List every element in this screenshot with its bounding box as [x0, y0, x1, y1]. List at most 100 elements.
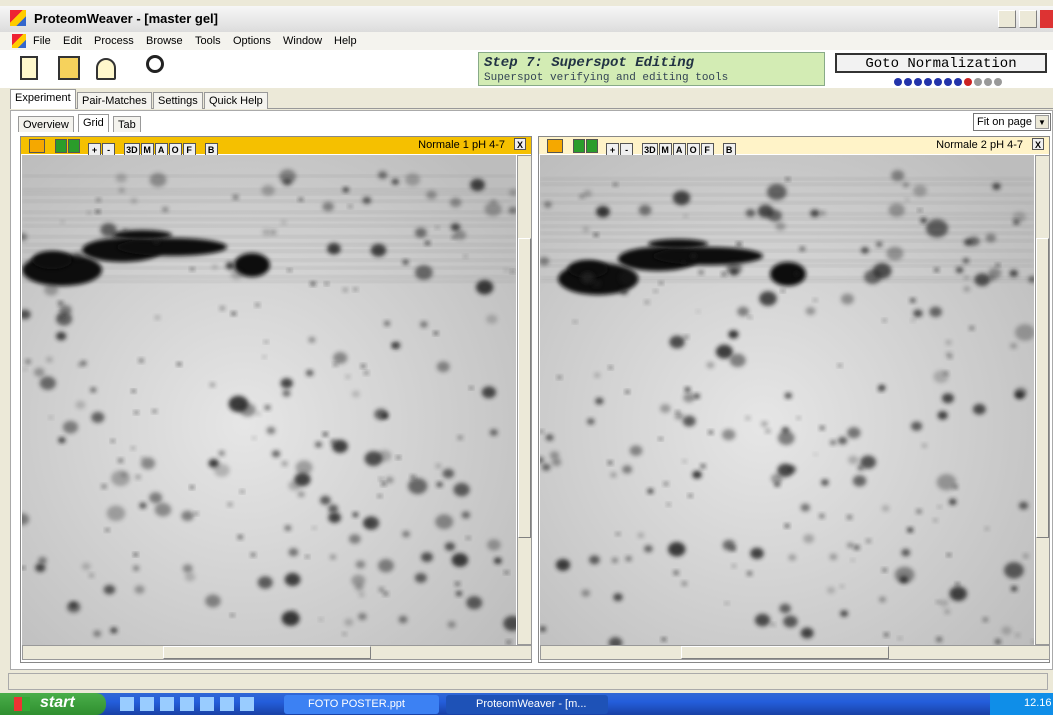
gel-spot: [87, 211, 91, 215]
gel-spot: [135, 475, 140, 480]
tab[interactable]: Settings: [153, 92, 203, 109]
menu-item[interactable]: Edit: [63, 35, 82, 47]
gel-spot: [466, 596, 482, 609]
dropdown-arrow[interactable]: ▼: [1035, 115, 1049, 129]
gel-spot: [90, 387, 96, 392]
scroll-thumb[interactable]: [1036, 238, 1049, 538]
v-scrollbar[interactable]: [1035, 155, 1050, 645]
goto-button[interactable]: Goto Normalization: [835, 53, 1047, 73]
gel-image: [22, 155, 516, 645]
panel-square[interactable]: [29, 139, 45, 153]
gel-spot: [435, 464, 441, 469]
scroll-thumb[interactable]: [518, 238, 531, 538]
restore[interactable]: [1019, 10, 1037, 28]
tool-icon[interactable]: [58, 56, 80, 80]
gel-spot: [343, 632, 347, 635]
nav-right[interactable]: [586, 139, 598, 153]
menu-item[interactable]: Options: [233, 35, 271, 47]
scroll-thumb[interactable]: [681, 646, 889, 659]
h-scrollbar[interactable]: [22, 645, 532, 660]
gel-spot: [550, 451, 560, 459]
gel-spot: [487, 539, 501, 550]
task-item[interactable]: FOTO POSTER.ppt: [284, 695, 439, 714]
gel-spot: [485, 202, 502, 216]
quick-launch[interactable]: [120, 697, 254, 711]
gel-spot: [768, 210, 782, 222]
menu-item[interactable]: Browse: [146, 35, 183, 47]
view-tab[interactable]: Tab: [113, 116, 141, 132]
tab[interactable]: Experiment: [10, 89, 76, 109]
gel-spot: [353, 288, 357, 291]
gel-spot: [32, 251, 72, 269]
nav-right[interactable]: [68, 139, 80, 153]
view-tab[interactable]: Grid: [78, 114, 109, 132]
gel-spot: [233, 195, 239, 200]
panel-close[interactable]: X: [514, 138, 526, 150]
menu-item[interactable]: Window: [283, 35, 322, 47]
panel-close[interactable]: X: [1032, 138, 1044, 150]
panel-square[interactable]: [547, 139, 563, 153]
gel-spot: [848, 456, 858, 465]
gel-spot: [96, 198, 101, 202]
search-icon[interactable]: [146, 55, 164, 73]
gel-spot: [830, 440, 836, 445]
gel-spot: [457, 435, 462, 440]
gel-spot: [325, 282, 329, 285]
gel-spot: [1010, 343, 1017, 349]
view-tab[interactable]: Overview: [18, 116, 74, 132]
gel-spot: [240, 490, 244, 493]
gel-spot: [648, 239, 708, 249]
gel-spot: [886, 246, 903, 260]
gel-spot: [556, 559, 570, 571]
gel-spot: [139, 503, 146, 509]
minimize[interactable]: [998, 10, 1016, 28]
gel-spot: [589, 555, 600, 564]
close-window[interactable]: [1040, 10, 1053, 28]
nav-left[interactable]: [573, 139, 585, 153]
menu-item[interactable]: Help: [334, 35, 357, 47]
task-item[interactable]: ProteomWeaver - [m...: [446, 695, 608, 714]
tool-icon[interactable]: [96, 58, 116, 80]
step-dot: [984, 78, 992, 86]
tab[interactable]: Pair-Matches: [77, 92, 152, 109]
gel-spot: [947, 553, 951, 556]
gel-spot: [684, 214, 688, 217]
step-dot: [914, 78, 922, 86]
gel-spot: [801, 504, 811, 512]
gel-spot: [936, 637, 942, 642]
step-subtitle: Superspot verifying and editing tools: [484, 72, 728, 84]
gel-spot: [737, 242, 742, 246]
gel-spot: [298, 491, 305, 497]
tab[interactable]: Quick Help: [204, 92, 268, 109]
gel-spot: [546, 434, 554, 440]
gel-spot: [328, 505, 338, 513]
tool-icon[interactable]: [20, 56, 38, 80]
v-scrollbar[interactable]: [517, 155, 532, 645]
gel-spot: [282, 611, 300, 626]
menu-item[interactable]: Process: [94, 35, 134, 47]
nav-left[interactable]: [55, 139, 67, 153]
h-scrollbar[interactable]: [540, 645, 1050, 660]
gel-spot: [378, 559, 394, 572]
gel-spot: [454, 483, 470, 497]
menu-item[interactable]: File: [33, 35, 51, 47]
gel-spot: [362, 197, 371, 204]
gel-spot: [296, 460, 313, 474]
gel-spot: [40, 376, 56, 390]
gel-spot: [732, 564, 736, 568]
gel-spot: [694, 393, 700, 398]
gel-spot: [408, 478, 427, 494]
zoom-select[interactable]: Fit on page ▼: [973, 113, 1051, 131]
gel-spot: [434, 331, 438, 335]
menu-item[interactable]: Tools: [195, 35, 221, 47]
gel-spot: [212, 264, 218, 269]
gel-spot: [840, 610, 848, 617]
gel-spot: [596, 206, 610, 217]
gel-spot: [482, 386, 496, 398]
gel-spot: [813, 299, 817, 302]
gel-spot: [281, 378, 293, 388]
scroll-thumb[interactable]: [163, 646, 371, 659]
gel-spot: [1004, 562, 1024, 578]
gel-spot: [583, 227, 590, 233]
gel-spot: [437, 361, 450, 372]
